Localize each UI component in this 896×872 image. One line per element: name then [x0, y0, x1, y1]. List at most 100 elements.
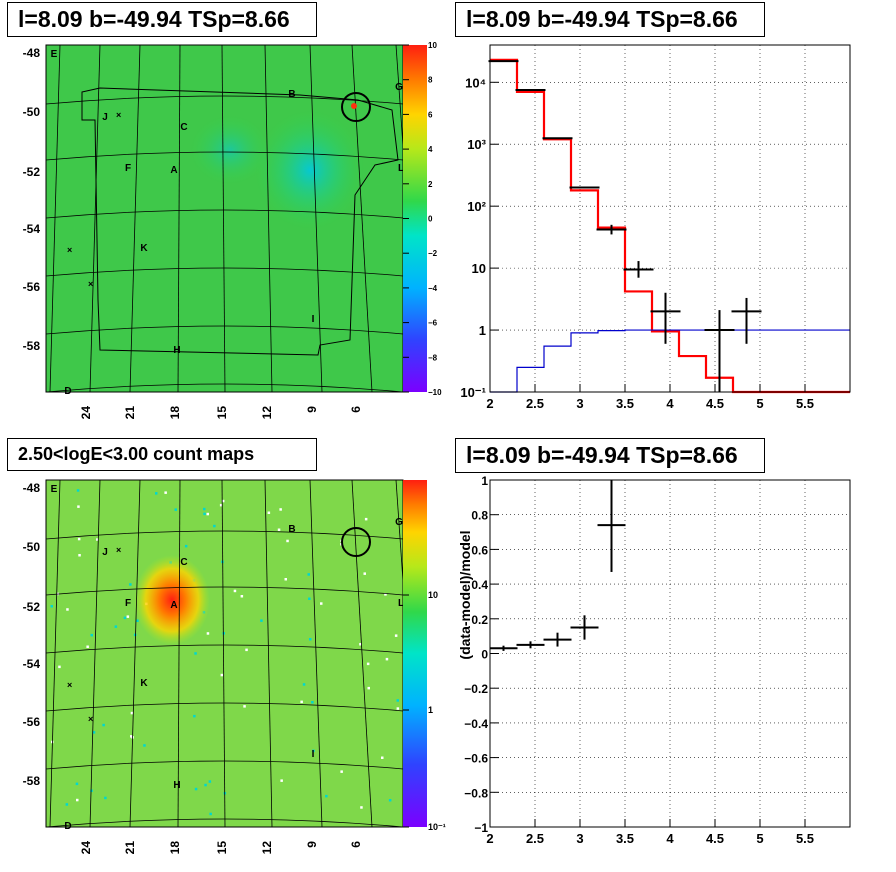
- count-pixel: [209, 812, 212, 816]
- count-pixel: [58, 665, 61, 669]
- x-tick-label: 4.5: [706, 396, 724, 411]
- spectrum-axes: 2 2.5 3 3.5 4 4.5 5 5.5 10⁻¹ 1 10 10² 10³ 10⁴: [460, 75, 814, 411]
- longitude-line: [351, 480, 373, 827]
- latitude-line: [46, 702, 403, 712]
- source-label: C: [180, 122, 187, 133]
- source-marker: ×: [88, 714, 93, 724]
- count-pixel: [143, 744, 146, 747]
- count-pixel: [206, 632, 210, 635]
- source-label: A: [170, 165, 177, 176]
- count-pixel: [311, 701, 314, 704]
- latitude-tick-label: -50: [23, 105, 41, 119]
- latitude-tick-label: -50: [23, 540, 41, 554]
- x-tick-label: 5.5: [796, 831, 814, 846]
- count-pixel: [307, 573, 310, 576]
- count-pixel: [367, 686, 370, 690]
- colorbar-tick-label: 10⁻¹: [428, 822, 446, 832]
- count-pixel: [194, 787, 198, 791]
- longitude-tick-label: 18: [168, 406, 182, 420]
- x-tick-label: 4: [666, 831, 674, 846]
- colorbar-tick-label: 8: [428, 76, 433, 85]
- x-tick-label: 2.5: [526, 396, 544, 411]
- count-pixel: [213, 524, 216, 528]
- source-marker: ×: [67, 680, 72, 690]
- latitude-tick-label: -52: [23, 600, 41, 614]
- count-pixel: [302, 683, 306, 686]
- x-tick-label: 2.5: [526, 831, 544, 846]
- latitude-line: [46, 383, 403, 392]
- latitude-tick-label: -54: [23, 222, 41, 236]
- latitude-tick-label: -52: [23, 165, 41, 179]
- source-marker: ×: [116, 110, 121, 120]
- latitude-tick-label: -56: [23, 280, 41, 294]
- count-pixel: [396, 699, 399, 702]
- y-tick-label: 10²: [467, 199, 486, 214]
- count-pixel: [130, 711, 134, 715]
- longitude-tick-label: 15: [215, 841, 229, 855]
- source-label: E: [51, 484, 58, 495]
- y-tick-label: 0.6: [471, 543, 488, 557]
- source-label: E: [51, 49, 58, 60]
- longitude-tick-label: 24: [79, 406, 93, 420]
- count-map-title: 2.50<logE<3.00 count maps: [7, 438, 317, 471]
- count-pixel: [208, 780, 212, 783]
- count-pixel: [123, 616, 127, 620]
- source-labels: E B G J C F A L K I H D × × ×: [51, 484, 404, 832]
- residual-series: [489, 480, 626, 651]
- source-label: H: [173, 345, 180, 356]
- count-pixel: [233, 589, 237, 593]
- source-label: J: [102, 547, 108, 558]
- count-pixel: [359, 643, 362, 646]
- latitude-tick-label: -58: [23, 339, 41, 353]
- colorbar-tick-label: 1: [428, 705, 433, 715]
- count-pixel: [280, 779, 283, 782]
- y-tick-label: −0.8: [464, 786, 488, 800]
- count-pixel: [75, 782, 79, 786]
- count-pixel: [76, 489, 80, 492]
- source-label: A: [170, 600, 177, 611]
- y-tick-label: −0.6: [464, 752, 488, 766]
- longitude-line: [309, 45, 323, 392]
- count-pixel: [193, 714, 196, 718]
- count-colorbar-ticks: 10 1 10⁻¹: [403, 590, 446, 832]
- spectrum-title: l=8.09 b=-49.94 TSp=8.66: [455, 2, 765, 37]
- source-label: J: [102, 112, 108, 123]
- latitude-tick-label: -48: [23, 481, 41, 495]
- x-tick-label: 4.5: [706, 831, 724, 846]
- longitude-line: [309, 480, 323, 827]
- count-pixel: [126, 615, 130, 618]
- count-pixel: [277, 528, 281, 531]
- count-pixel: [381, 756, 384, 759]
- y-tick-label: −0.2: [464, 682, 488, 696]
- count-pixel: [309, 638, 312, 641]
- longitude-tick-label: 21: [123, 841, 137, 855]
- source-label: K: [140, 243, 148, 254]
- count-pixel: [312, 749, 315, 753]
- latitude-tick-label: -54: [23, 657, 41, 671]
- latitude-line: [46, 209, 403, 219]
- colorbar-tick-label: 4: [428, 145, 433, 154]
- count-map-image: [46, 480, 403, 827]
- count-pixel: [243, 705, 246, 708]
- source-label: D: [64, 821, 71, 832]
- latitude-line: [46, 95, 403, 105]
- count-pixel: [76, 798, 79, 802]
- count-pixel: [194, 652, 197, 655]
- colorbar-tick-label: −6: [428, 319, 438, 328]
- count-pixel: [96, 538, 99, 541]
- coordinate-grid: [46, 45, 403, 392]
- longitude-tick-label: 24: [79, 841, 93, 855]
- y-tick-label: 10⁴: [465, 75, 486, 90]
- colorbar-tick-label: −2: [428, 249, 438, 258]
- count-pixel: [86, 645, 89, 648]
- y-tick-label: 0.2: [471, 613, 488, 627]
- y-tick-label: −0.4: [464, 717, 488, 731]
- count-pixel: [308, 597, 311, 600]
- source-label: F: [125, 163, 131, 174]
- residual-ylabel: (data-model)/model: [457, 530, 473, 659]
- count-pixel: [320, 602, 323, 605]
- longitude-tick-label: 9: [305, 406, 319, 413]
- count-colorbar: [403, 480, 427, 827]
- negative-region-2: [190, 115, 270, 185]
